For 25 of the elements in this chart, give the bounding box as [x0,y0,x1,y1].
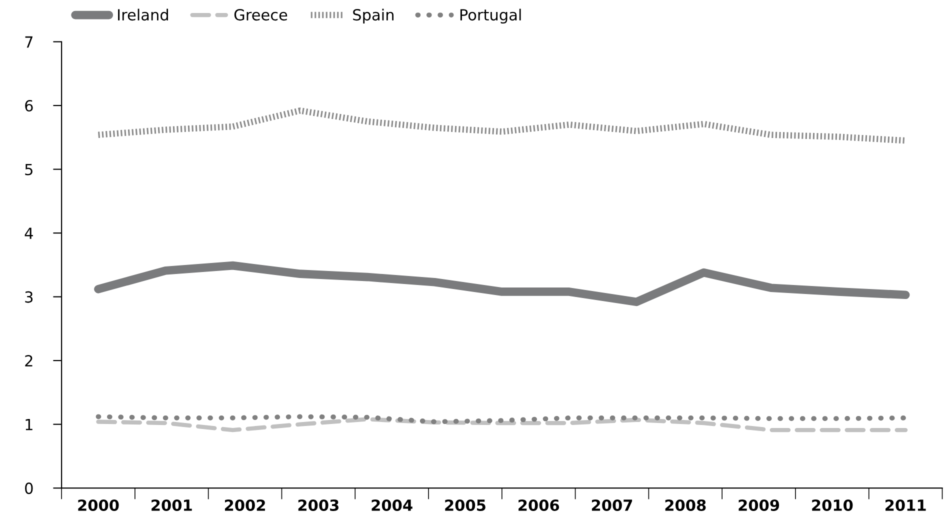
x-tick-label: 2009 [738,499,780,512]
y-tick-label: 2 [25,355,32,366]
y-tick-label: 5 [25,164,32,176]
legend-label: Portugal [460,8,521,24]
y-tick-label: 1 [26,418,32,430]
x-tick-label: 2010 [812,499,853,512]
legend-label: Greece [234,9,288,21]
x-tick-label: 2001 [152,499,192,512]
x-tick-label: 2004 [372,499,412,512]
x-tick-label: 2008 [665,499,706,512]
x-tick-label: 2002 [224,499,265,512]
x-tick-label: 2005 [445,499,486,512]
y-tick-label: 6 [25,100,33,112]
x-tick-label: 2000 [78,499,119,512]
y-tick-label: 0 [25,482,33,494]
y-tick-label: 7 [25,36,32,48]
y-tick-label: 4 [24,228,33,239]
x-tick-label: 2006 [518,499,560,512]
legend-label: Ireland [118,8,168,21]
y-tick-label: 3 [25,291,33,303]
x-tick-label: 2011 [886,499,926,512]
line-series [96,417,908,432]
x-tick-label: 2007 [592,499,632,512]
legend-label: Spain [353,8,394,24]
x-tick-label: 2003 [298,499,338,512]
